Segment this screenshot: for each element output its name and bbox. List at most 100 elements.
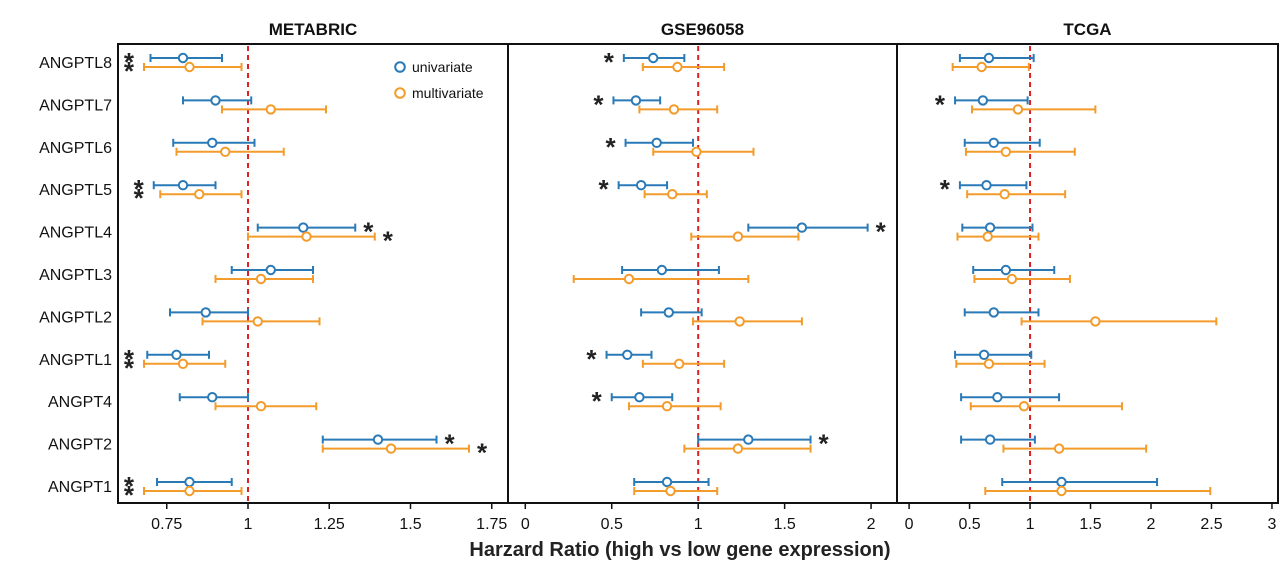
multivariate-point [1018,401,1030,412]
x-tick-label: 2 [867,516,876,533]
panel-title: TCGA [1063,20,1111,39]
univariate-point [298,222,309,233]
x-tick-label: 1.5 [773,516,795,533]
significance-star: * [124,56,135,86]
univariate-point [988,137,999,149]
panel-frame [507,43,898,504]
multivariate-point [661,401,673,412]
gene-label: ANGPT4 [48,394,112,411]
multivariate-point [1056,485,1067,497]
multivariate-point [732,443,744,454]
univariate-point [622,349,633,360]
significance-star: * [819,429,830,459]
univariate-point [635,180,647,191]
significance-star: * [940,174,951,204]
univariate-point [981,180,992,191]
significance-star: * [592,386,603,416]
univariate-point [210,95,221,106]
multivariate-point [184,61,195,73]
univariate-point [984,434,996,445]
multivariate-point [1053,443,1065,454]
gene-label: ANGPTL6 [39,140,112,157]
significance-star: * [134,183,145,213]
univariate-point [1000,264,1012,276]
gene-label: ANGPTL4 [39,225,112,242]
x-tick-label: 2.5 [1200,516,1222,533]
univariate-point [207,392,218,403]
multivariate-point [255,273,267,285]
univariate-point [177,52,189,64]
significance-star: * [935,89,946,119]
significance-star: * [124,471,135,501]
multivariate-point [983,358,995,369]
univariate-point [372,434,384,445]
multivariate-point [252,316,263,327]
univariate-point [1056,476,1067,488]
significance-star: * [124,47,135,77]
univariate-point [984,222,996,233]
multivariate-point [665,485,676,497]
significance-star: * [445,429,456,459]
multivariate-point [668,104,680,115]
univariate-point [171,349,182,360]
x-tick-label: 0.5 [958,516,980,533]
univariate-point [200,307,211,318]
multivariate-point [265,104,276,115]
univariate-point [265,264,276,276]
x-axis-label: Harzard Ratio (high vs low gene expressi… [469,539,890,561]
significance-star: * [363,217,374,247]
multivariate-point [672,61,683,73]
legend: univariate multivariate [394,59,484,101]
multivariate-point [734,316,745,327]
univariate-point [630,95,642,106]
multivariate-point [194,189,205,200]
gene-label: ANGPTL1 [39,352,112,369]
significance-star: * [477,438,488,468]
multivariate-point [1012,104,1024,115]
panel-TCGA: TCGA 0 0.5 1 1.5 2 2.5 3 * * [896,20,1279,533]
univariate-point [978,349,990,360]
panel-frame [896,43,1279,504]
univariate-point [634,392,645,403]
x-tick-label: 1.25 [314,516,345,533]
gene-label: ANGPTL7 [39,97,112,114]
multivariate-point [673,358,685,369]
legend-multivariate-label: multivariate [412,85,484,101]
multivariate-point [999,189,1010,200]
significance-star: * [599,174,610,204]
significance-star: * [124,344,135,374]
x-tick-label: 1.5 [1079,516,1101,533]
legend-univariate-marker [394,61,406,73]
multivariate-point [184,485,195,497]
univariate-point [207,137,218,149]
gene-label: ANGPTL3 [39,267,112,284]
gene-label: ANGPT1 [48,479,112,496]
multivariate-point [732,231,744,242]
x-tick-label: 1.5 [399,516,421,533]
x-tick-label: 1 [1026,516,1035,533]
univariate-point [977,95,989,106]
univariate-point [743,434,754,445]
significance-star: * [586,344,597,374]
gene-labels: ANGPTL8 ANGPTL7 ANGPTL6 ANGPTL5 ANGPTL4 ANGPT… [39,55,112,496]
multivariate-point [623,273,635,285]
panel-title: METABRIC [269,20,357,39]
univariate-point [661,476,673,488]
legend-multivariate-marker [394,87,406,99]
x-tick-label: 1 [244,516,253,533]
significance-star: * [605,132,616,162]
univariate-point [992,392,1003,403]
x-tick-label: 1 [694,516,703,533]
significance-star: * [124,480,135,510]
legend-univariate-label: univariate [412,59,473,75]
significance-star: * [593,89,604,119]
multivariate-point [667,189,678,200]
univariate-point [983,52,995,64]
gene-label: ANGPT2 [48,437,112,454]
significance-star: * [876,217,887,247]
multivariate-point [177,358,189,369]
